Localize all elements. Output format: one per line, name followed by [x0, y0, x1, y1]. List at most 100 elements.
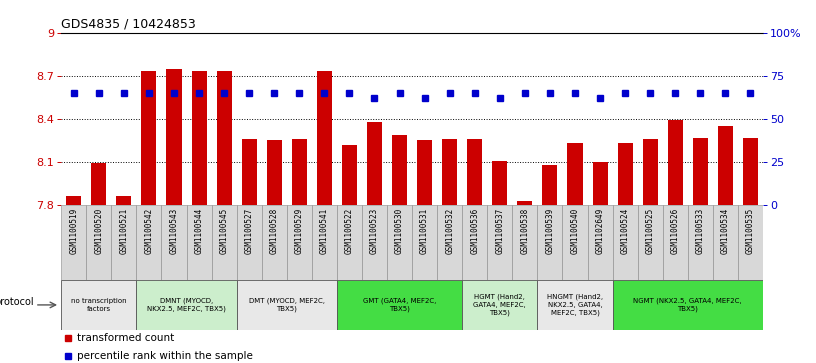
FancyBboxPatch shape — [362, 205, 387, 280]
FancyBboxPatch shape — [487, 205, 512, 280]
FancyBboxPatch shape — [387, 205, 412, 280]
Text: GSM1100537: GSM1100537 — [495, 207, 504, 254]
Bar — [342, 145, 357, 205]
Text: GSM1100530: GSM1100530 — [395, 207, 404, 254]
Text: DMT (MYOCD, MEF2C,
TBX5): DMT (MYOCD, MEF2C, TBX5) — [249, 298, 325, 312]
Text: GSM1100522: GSM1100522 — [345, 207, 354, 254]
Bar — [643, 139, 658, 205]
Text: GSM1100540: GSM1100540 — [570, 207, 579, 254]
Text: GSM1100520: GSM1100520 — [95, 207, 104, 254]
Bar — [216, 72, 232, 205]
FancyBboxPatch shape — [538, 205, 562, 280]
Bar — [618, 143, 632, 205]
Text: GSM1100542: GSM1100542 — [144, 207, 153, 254]
FancyBboxPatch shape — [61, 280, 136, 330]
Text: no transcription
factors: no transcription factors — [71, 298, 126, 312]
Text: GSM1100526: GSM1100526 — [671, 207, 680, 254]
Text: GSM1100523: GSM1100523 — [370, 207, 379, 254]
Text: GSM1100528: GSM1100528 — [270, 207, 279, 254]
Text: GSM1100538: GSM1100538 — [521, 207, 530, 254]
Text: GSM1100529: GSM1100529 — [295, 207, 304, 254]
Bar — [367, 122, 382, 205]
Bar — [468, 139, 482, 205]
FancyBboxPatch shape — [713, 205, 738, 280]
FancyBboxPatch shape — [613, 280, 763, 330]
Bar — [141, 72, 157, 205]
Text: GSM1102649: GSM1102649 — [596, 207, 605, 254]
FancyBboxPatch shape — [61, 205, 86, 280]
FancyBboxPatch shape — [312, 205, 337, 280]
FancyBboxPatch shape — [211, 205, 237, 280]
Bar — [242, 139, 257, 205]
FancyBboxPatch shape — [237, 205, 262, 280]
FancyBboxPatch shape — [237, 280, 337, 330]
FancyBboxPatch shape — [136, 205, 162, 280]
Text: GMT (GATA4, MEF2C,
TBX5): GMT (GATA4, MEF2C, TBX5) — [363, 298, 437, 312]
Bar — [117, 196, 131, 205]
Text: GSM1100524: GSM1100524 — [621, 207, 630, 254]
Text: GSM1100525: GSM1100525 — [645, 207, 654, 254]
Text: protocol: protocol — [0, 297, 33, 307]
Bar — [317, 72, 332, 205]
FancyBboxPatch shape — [437, 205, 462, 280]
Bar — [417, 140, 432, 205]
Bar — [667, 120, 683, 205]
Text: GSM1100533: GSM1100533 — [696, 207, 705, 254]
FancyBboxPatch shape — [286, 205, 312, 280]
Text: GSM1100531: GSM1100531 — [420, 207, 429, 254]
FancyBboxPatch shape — [663, 205, 688, 280]
FancyBboxPatch shape — [613, 205, 637, 280]
FancyBboxPatch shape — [162, 205, 187, 280]
Text: GSM1100545: GSM1100545 — [220, 207, 228, 254]
FancyBboxPatch shape — [462, 280, 538, 330]
FancyBboxPatch shape — [688, 205, 713, 280]
Text: GSM1100543: GSM1100543 — [170, 207, 179, 254]
Text: GSM1100541: GSM1100541 — [320, 207, 329, 254]
Bar — [567, 143, 583, 205]
Bar — [66, 196, 82, 205]
FancyBboxPatch shape — [111, 205, 136, 280]
Text: GSM1100519: GSM1100519 — [69, 207, 78, 254]
FancyBboxPatch shape — [562, 205, 588, 280]
FancyBboxPatch shape — [588, 205, 613, 280]
FancyBboxPatch shape — [462, 205, 487, 280]
FancyBboxPatch shape — [538, 280, 613, 330]
FancyBboxPatch shape — [337, 280, 462, 330]
Bar — [492, 160, 508, 205]
FancyBboxPatch shape — [738, 205, 763, 280]
Bar — [517, 201, 532, 205]
FancyBboxPatch shape — [512, 205, 538, 280]
Text: GSM1100539: GSM1100539 — [545, 207, 554, 254]
Bar — [392, 135, 407, 205]
Text: GSM1100535: GSM1100535 — [746, 207, 755, 254]
Text: percentile rank within the sample: percentile rank within the sample — [77, 351, 252, 362]
FancyBboxPatch shape — [262, 205, 286, 280]
Bar — [718, 126, 733, 205]
FancyBboxPatch shape — [86, 205, 111, 280]
Text: transformed count: transformed count — [77, 334, 174, 343]
Bar — [192, 72, 206, 205]
Bar — [166, 69, 181, 205]
Text: GSM1100534: GSM1100534 — [721, 207, 730, 254]
Text: DMNT (MYOCD,
NKX2.5, MEF2C, TBX5): DMNT (MYOCD, NKX2.5, MEF2C, TBX5) — [147, 298, 226, 312]
Bar — [693, 138, 707, 205]
Bar — [592, 162, 608, 205]
Bar — [267, 140, 282, 205]
Bar — [442, 139, 457, 205]
Text: HNGMT (Hand2,
NKX2.5, GATA4,
MEF2C, TBX5): HNGMT (Hand2, NKX2.5, GATA4, MEF2C, TBX5… — [547, 294, 603, 316]
Bar — [292, 139, 307, 205]
FancyBboxPatch shape — [412, 205, 437, 280]
FancyBboxPatch shape — [637, 205, 663, 280]
Text: GSM1100544: GSM1100544 — [194, 207, 203, 254]
Text: GDS4835 / 10424853: GDS4835 / 10424853 — [61, 17, 196, 30]
Text: HGMT (Hand2,
GATA4, MEF2C,
TBX5): HGMT (Hand2, GATA4, MEF2C, TBX5) — [473, 294, 526, 316]
FancyBboxPatch shape — [187, 205, 211, 280]
Text: GSM1100536: GSM1100536 — [470, 207, 479, 254]
FancyBboxPatch shape — [136, 280, 237, 330]
FancyBboxPatch shape — [337, 205, 362, 280]
Bar — [743, 138, 758, 205]
Bar — [91, 163, 106, 205]
Text: GSM1100521: GSM1100521 — [119, 207, 128, 254]
Text: GSM1100532: GSM1100532 — [446, 207, 455, 254]
Text: GSM1100527: GSM1100527 — [245, 207, 254, 254]
